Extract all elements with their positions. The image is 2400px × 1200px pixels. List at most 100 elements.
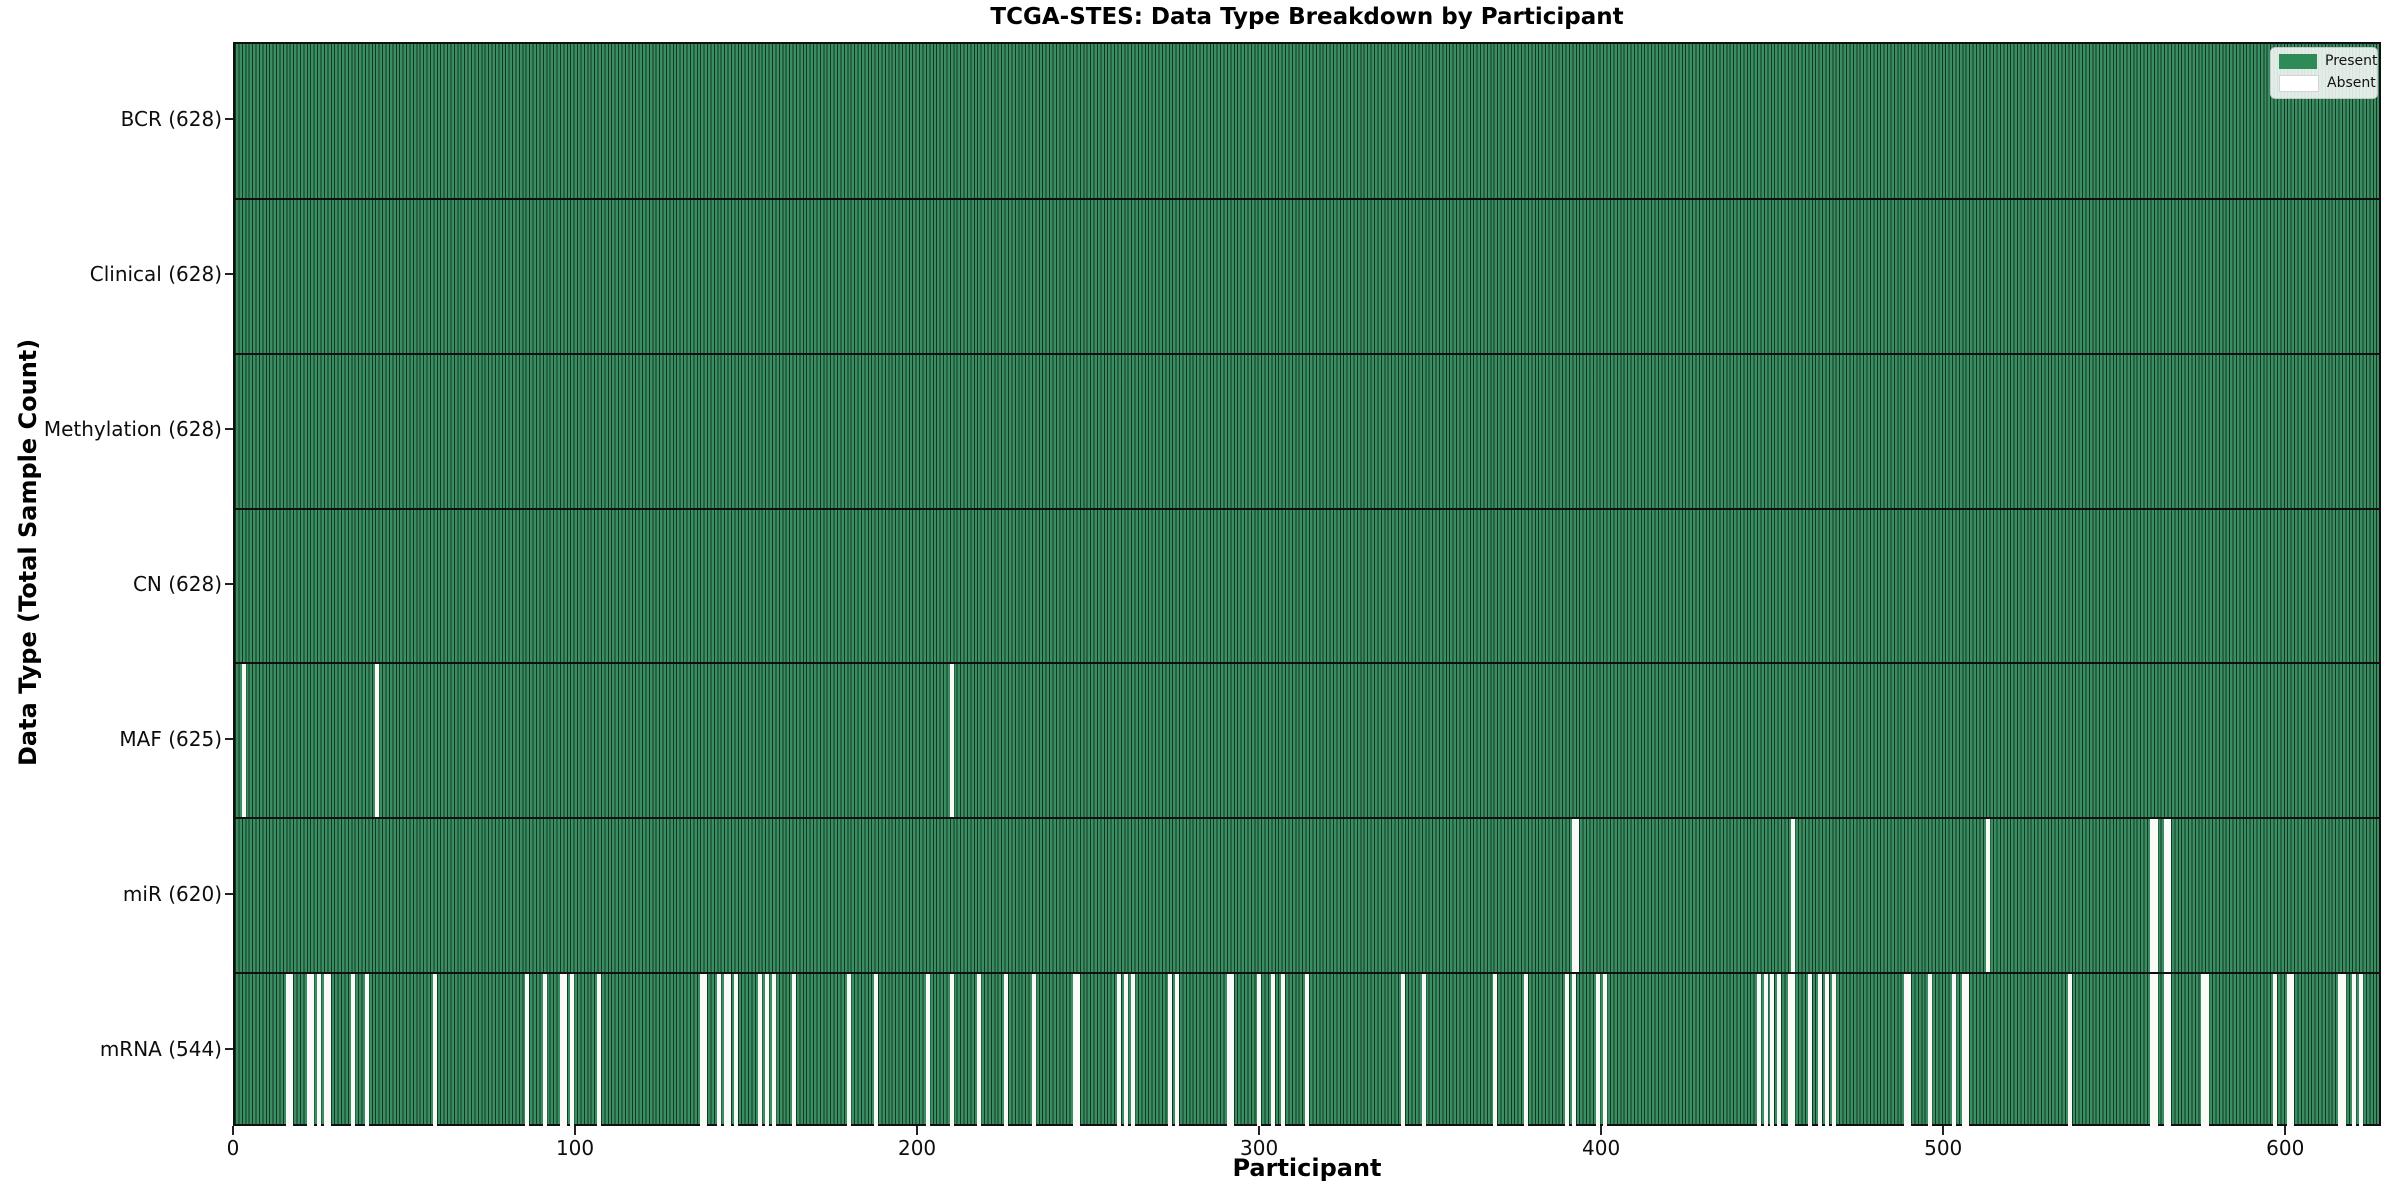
- absent-stripe-mRNA-564: [2163, 973, 2168, 1128]
- absent-stripe-miR-392: [1575, 818, 1580, 974]
- absent-stripe-mRNA-449: [1770, 973, 1775, 1128]
- absent-stripe-mRNA-290: [1226, 973, 1231, 1128]
- y-tick-mark: [225, 583, 233, 585]
- absent-stripe-mRNA-447: [1763, 973, 1768, 1128]
- absent-stripe-mRNA-561: [2153, 973, 2158, 1128]
- absent-stripe-mRNA-303: [1271, 973, 1276, 1128]
- absent-stripe-mRNA-209: [949, 973, 954, 1128]
- y-tick-mark: [225, 892, 233, 895]
- absent-stripe-MAF-41: [374, 663, 379, 819]
- absent-stripe-mRNA-38: [364, 973, 369, 1128]
- absent-stripe-mRNA-560: [2150, 973, 2155, 1128]
- plot-area: [233, 42, 2381, 1128]
- absent-stripe-mRNA-163: [792, 973, 797, 1128]
- absent-stripe-mRNA-368: [1493, 973, 1498, 1128]
- absent-stripe-mRNA-225: [1004, 973, 1009, 1128]
- absent-stripe-mRNA-347: [1421, 973, 1426, 1128]
- chart-title: TCGA-STES: Data Type Breakdown by Partic…: [990, 4, 1624, 30]
- y-tick-label-miR: miR (620): [122, 881, 222, 906]
- absent-stripe-miR-455: [1791, 818, 1795, 974]
- absent-stripe-mRNA-377: [1524, 973, 1529, 1128]
- legend-label-absent: Absent: [2327, 75, 2376, 91]
- absent-stripe-mRNA-460: [1808, 973, 1813, 1128]
- absent-stripe-mRNA-565: [2167, 973, 2172, 1128]
- x-tick-label-0: 0: [226, 1136, 240, 1160]
- absent-stripe-mRNA-16: [289, 973, 294, 1128]
- absent-stripe-miR-560: [2150, 818, 2155, 974]
- legend-swatch-present: [2279, 54, 2317, 69]
- absent-stripe-mRNA-141: [717, 973, 721, 1128]
- absent-stripe-mRNA-575: [2201, 973, 2206, 1128]
- absent-stripe-mRNA-153: [758, 973, 762, 1128]
- absent-stripe-miR-512: [1985, 818, 1990, 974]
- absent-stripe-mRNA-27: [327, 973, 332, 1128]
- absent-stripe-mRNA-502: [1951, 973, 1956, 1128]
- absent-stripe-mRNA-137: [703, 973, 708, 1128]
- row-separator: [235, 662, 2379, 665]
- legend-swatch-absent: [2279, 75, 2319, 92]
- absent-stripe-mRNA-400: [1602, 973, 1607, 1128]
- absent-stripe-mRNA-467: [1832, 973, 1836, 1128]
- absent-stripe-mRNA-601: [2290, 973, 2295, 1128]
- absent-stripe-mRNA-22: [309, 973, 314, 1128]
- absent-stripe-mRNA-143: [723, 973, 728, 1128]
- absent-stripe-mRNA-275: [1175, 973, 1180, 1128]
- x-tick-label-300: 300: [1240, 1136, 1279, 1160]
- absent-stripe-mRNA-291: [1230, 973, 1234, 1128]
- absent-stripe-mRNA-489: [1907, 973, 1912, 1128]
- absent-stripe-mRNA-106: [597, 973, 602, 1128]
- absent-stripe-mRNA-96: [563, 973, 568, 1128]
- absent-stripe-mRNA-600: [2286, 973, 2291, 1128]
- absent-stripe-mRNA-233: [1031, 973, 1036, 1128]
- absent-stripe-MAF-2: [241, 663, 246, 819]
- x-tick-mark-0: [232, 1126, 234, 1135]
- absent-stripe-mRNA-341: [1401, 973, 1406, 1128]
- legend-item-absent: Absent: [2279, 75, 2376, 92]
- absent-stripe-mRNA-260: [1124, 973, 1128, 1128]
- absent-stripe-mRNA-262: [1130, 973, 1135, 1128]
- absent-stripe-mRNA-488: [1903, 973, 1908, 1128]
- absent-stripe-mRNA-389: [1565, 973, 1570, 1128]
- row-separator: [235, 197, 2379, 200]
- absent-stripe-mRNA-98: [569, 973, 574, 1128]
- x-tick-mark-400: [1600, 1126, 1603, 1135]
- absent-stripe-mRNA-246: [1076, 973, 1081, 1128]
- absent-stripe-miR-561: [2153, 818, 2158, 974]
- absent-stripe-mRNA-306: [1281, 973, 1286, 1128]
- absent-stripe-mRNA-202: [925, 973, 930, 1128]
- x-tick-mark-600: [2284, 1126, 2287, 1135]
- absent-stripe-mRNA-505: [1962, 973, 1966, 1128]
- absent-stripe-mRNA-273: [1168, 973, 1173, 1128]
- absent-stripe-mRNA-95: [559, 973, 564, 1128]
- absent-stripe-mRNA-495: [1927, 973, 1932, 1128]
- row-separator: [235, 817, 2379, 820]
- absent-stripe-mRNA-451: [1777, 973, 1782, 1128]
- row-separator: [235, 507, 2379, 510]
- y-tick-label-Methylation: Methylation (628): [43, 417, 222, 442]
- absent-stripe-mRNA-398: [1596, 973, 1600, 1128]
- row-separator: [235, 972, 2379, 975]
- y-tick-label-CN: CN (628): [132, 572, 222, 596]
- absent-stripe-mRNA-85: [525, 973, 530, 1128]
- x-tick-mark-500: [1942, 1126, 1945, 1135]
- absent-stripe-mRNA-463: [1818, 973, 1823, 1128]
- absent-stripe-mRNA-445: [1756, 973, 1761, 1128]
- x-tick-mark-300: [1258, 1126, 1261, 1135]
- y-tick-mark: [225, 1047, 233, 1050]
- absent-stripe-MAF-209: [949, 663, 954, 819]
- absent-stripe-mRNA-217: [976, 973, 981, 1128]
- absent-stripe-mRNA-136: [699, 973, 704, 1128]
- x-tick-label-400: 400: [1582, 1136, 1621, 1160]
- absent-stripe-mRNA-146: [734, 973, 739, 1128]
- absent-stripe-mRNA-454: [1787, 973, 1792, 1128]
- x-tick-mark-200: [916, 1126, 919, 1135]
- absent-stripe-mRNA-576: [2204, 973, 2209, 1128]
- legend: Present Absent: [2270, 47, 2378, 99]
- x-tick-label-200: 200: [897, 1136, 937, 1160]
- absent-stripe-mRNA-615: [2338, 973, 2343, 1128]
- row-separator: [235, 352, 2379, 355]
- absent-stripe-mRNA-15: [286, 973, 290, 1128]
- absent-stripe-mRNA-536: [2068, 973, 2072, 1128]
- absent-stripe-mRNA-155: [764, 973, 769, 1128]
